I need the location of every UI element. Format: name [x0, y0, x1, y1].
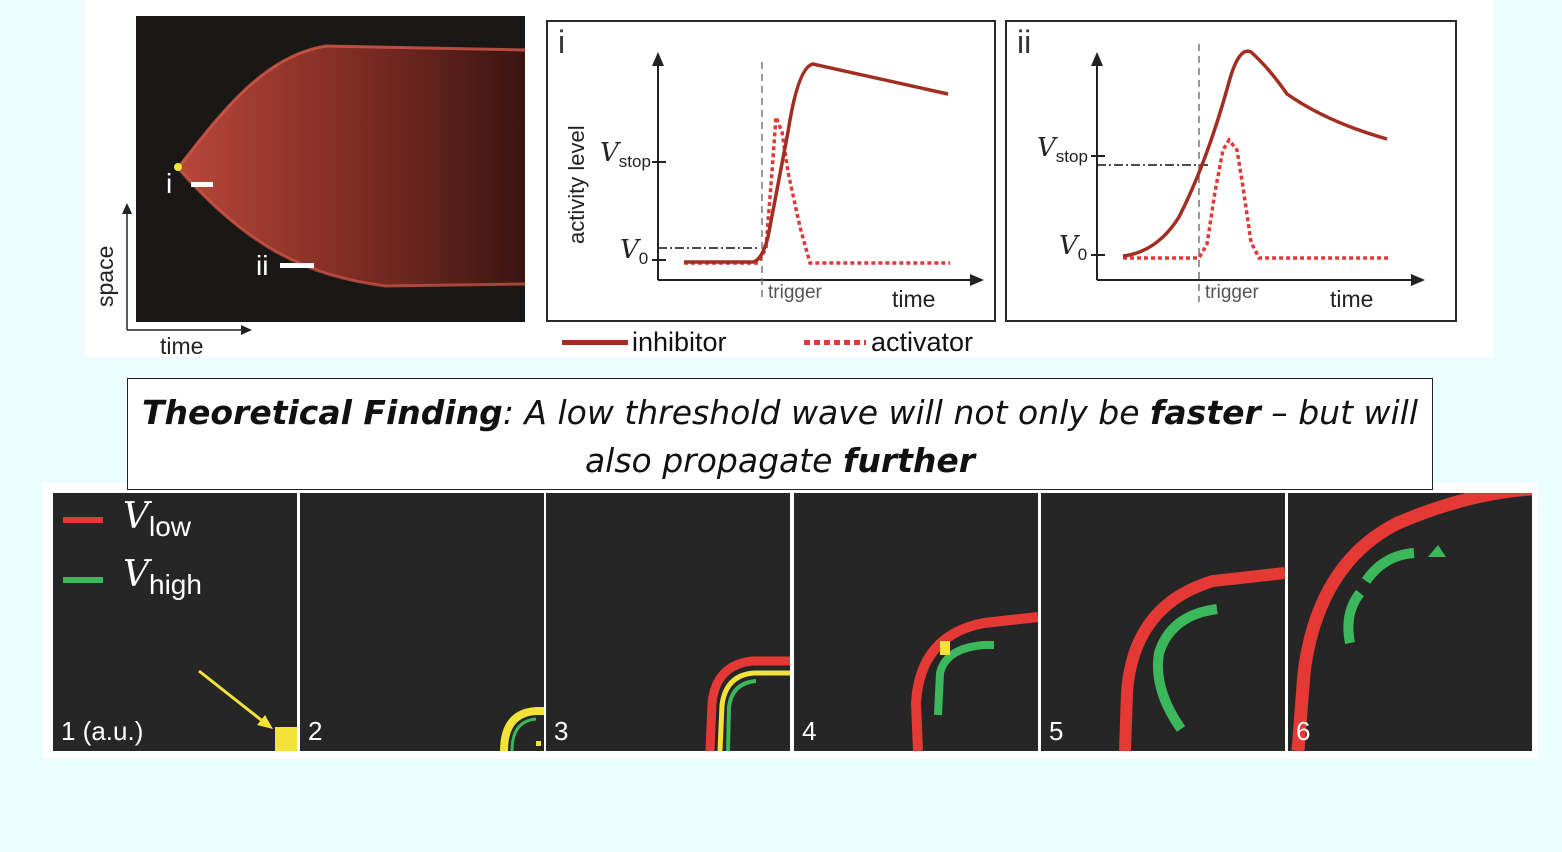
kymograph-marker-i: i	[166, 168, 173, 199]
frame-4: 4	[794, 493, 1038, 751]
legend-activator-swatch	[804, 340, 866, 345]
frame-3-label: 3	[554, 716, 569, 746]
kymograph-y-label: space	[92, 245, 118, 307]
plot-ii-v0-label: V0	[1059, 231, 1088, 265]
frame-6: 6	[1288, 493, 1532, 751]
v-high-legend: Vhigh	[123, 554, 202, 601]
kymograph-image: i ii	[136, 16, 525, 322]
plot-ii-curves	[1091, 44, 1425, 302]
legend-activator-label: activator	[871, 327, 974, 357]
plot-i-v0-label: V0	[620, 235, 649, 269]
finding-bold-further: further	[842, 441, 976, 480]
plot-i-x-label: time	[892, 286, 936, 312]
legend-inhibitor-swatch	[562, 340, 628, 345]
plot-i-trigger-label: trigger	[768, 282, 822, 303]
frame-5-label: 5	[1049, 716, 1064, 746]
frame-1: Vlow Vhigh 1 (a.u.)	[53, 493, 297, 751]
frame-4-label: 4	[802, 716, 817, 746]
frame-6-label: 6	[1296, 716, 1311, 746]
finding-bold-faster: faster	[1150, 393, 1261, 432]
finding-text-1: : A low threshold wave will not only be	[502, 393, 1151, 432]
kymograph-marker-ii: ii	[256, 250, 269, 281]
frame-2-label: 2	[308, 716, 323, 746]
plot-i-frame: i activity level Vstop V0 trigger time	[546, 20, 996, 322]
plot-i-panel-label: i	[558, 24, 566, 60]
kymograph-x-label: time	[160, 333, 204, 359]
plot-ii-x-label: time	[1330, 286, 1374, 312]
kymograph-axes	[122, 203, 252, 335]
frame-2: 2	[300, 493, 544, 751]
v-low-legend: Vlow	[123, 496, 192, 543]
frame-1-label: 1 (a.u.)	[61, 716, 144, 746]
frame-5: 5	[1041, 493, 1285, 751]
plot-i-curves	[652, 52, 984, 302]
plot-ii-vstop-label: Vstop	[1037, 133, 1088, 167]
legend-inhibitor-label: inhibitor	[632, 327, 727, 357]
plot-i-vstop-label: Vstop	[600, 138, 651, 172]
frame-3: 3	[546, 493, 790, 751]
finding-text-2: – but will also propagate	[584, 393, 1419, 480]
plot-ii-trigger-label: trigger	[1205, 282, 1259, 303]
plot-ii-frame: ii Vstop V0 trigger time	[1005, 20, 1457, 322]
plot-i-y-label: activity level	[564, 125, 589, 244]
finding-lead: Theoretical Finding	[141, 393, 503, 432]
theoretical-finding-box: Theoretical Finding: A low threshold wav…	[127, 378, 1433, 490]
plot-ii-panel-label: ii	[1017, 24, 1032, 60]
